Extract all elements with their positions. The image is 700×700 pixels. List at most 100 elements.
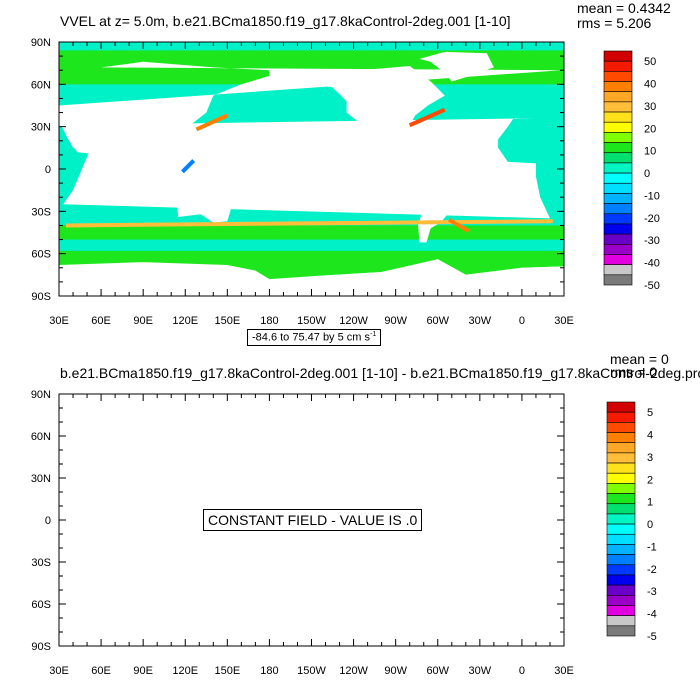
panel1-xlabel: 180 [260,315,278,327]
panel2-ylabel: 90S [31,641,51,653]
panel2-xlabel: 120W [339,665,368,677]
panel2-xlabel: 0 [519,665,525,677]
panel2-colorbar [606,401,636,637]
panel1-colorbar-swatch [603,101,633,113]
panel1-mean: mean = 0.4342 [577,0,671,16]
panel1-ylabel: 90S [31,291,51,303]
panel2-xlabel: 30W [469,665,492,677]
panel1-xlabel: 60E [91,315,111,327]
agulhas-current [65,219,553,228]
panel1-xlabel: 150W [297,315,326,327]
panel1-xlabel: 30E [49,315,69,327]
panel2-colorbar-label: -5 [647,631,657,643]
panel1-colorbar [603,50,633,286]
kuroshio-current [195,113,229,132]
panel1-colorbar-swatch [603,264,633,276]
panel1-colorbar-label: -50 [644,280,660,292]
panel1-range-label: -84.6 to 75.47 by 5 cm s-1 [247,329,382,346]
panel2-xlabel: 120E [172,665,198,677]
panel2-colorbar-swatch [606,411,636,423]
panel2-mean: mean = 0 [610,351,669,367]
panel2-xlabel: 30E [49,665,69,677]
panel2-xlabel: 30E [554,665,574,677]
panel2-rms: rms = 0 [610,364,658,380]
greenland-landmass [419,51,494,82]
panel2-ylabel: 0 [45,515,51,527]
panel2-colorbar-swatch [606,625,636,637]
panel1-range-unit: -1 [370,331,377,338]
panel2-colorbar-swatch [606,533,636,545]
panel1-xlabel: 60W [426,315,449,327]
panel2-ylabel: 30S [31,557,51,569]
north-america-landmass [286,66,445,158]
panel2-colorbar-label: 3 [647,452,653,464]
brazil-current [447,218,470,233]
panel2-xlabel: 90W [384,665,407,677]
panel2-colorbar-label: -2 [647,564,657,576]
panel1-title: VVEL at z= 5.0m, b.e21.BCma1850.f19_g17.… [60,13,511,29]
panel1-colorbar-label: 30 [644,101,656,113]
panel2-colorbar-label: -4 [647,609,657,621]
panel1-colorbar-swatch [603,132,633,143]
panel1-colorbar-label: -10 [644,190,660,202]
panel2-colorbar-swatch [606,483,636,494]
africa-landmass [61,118,551,219]
panel1-colorbar-swatch [603,254,633,265]
panel2-colorbar-swatch [606,544,636,555]
panel1-colorbar-label: -20 [644,213,660,225]
panel2-ylabel: 30N [31,473,51,485]
panel1-range-text: -84.6 to 75.47 by 5 cm s [252,331,371,344]
panel2-title: b.e21.BCma1850.f19_g17.8kaControl-2deg.0… [60,365,700,381]
panel2-colorbar-label: 0 [647,519,653,531]
panel1-colorbar-label: -40 [644,258,660,270]
panel1-colorbar-swatch [603,203,633,215]
panel2-colorbar-swatch [606,605,636,616]
panel2-colorbar-label: -1 [647,541,657,553]
southern-midlat-band [59,225,564,240]
panel2-ylabel: 60S [31,599,51,611]
panel2-colorbar-swatch [606,595,636,606]
panel1-colorbar-swatch [603,162,633,174]
panel1-xlabel: 120E [172,315,198,327]
panel2-colorbar-swatch [606,523,636,535]
panel1-map [59,42,564,296]
panel2-colorbar-swatch [606,584,636,596]
panel1-ylabel: 30N [31,122,51,134]
panel1-colorbar-swatch [603,193,633,204]
panel1-colorbar-swatch [603,142,633,154]
panel1-ylabel: 90N [31,37,51,49]
south-america-landmass [408,153,473,243]
panel1-colorbar-label: 10 [644,146,656,158]
panel1-colorbar-swatch [603,152,633,164]
panel2-colorbar-swatch [606,574,636,586]
panel2-xlabel: 150W [297,665,326,677]
panel1-colorbar-label: -30 [644,235,660,247]
australia-landmass [176,184,232,223]
panel1-colorbar-label: 50 [644,56,656,68]
panel1-colorbar-swatch [603,60,633,72]
panel2-colorbar-swatch [606,452,636,464]
panel2-xlabel: 90E [133,665,153,677]
panel2-xlabel: 60E [91,665,111,677]
panel1-ylabel: 0 [45,164,51,176]
panel2-xlabel: 180 [260,665,278,677]
panel1-colorbar-swatch [603,50,633,62]
panel2-colorbar-swatch [606,513,636,525]
panel1-colorbar-swatch [603,91,633,103]
panel2-colorbar-swatch [606,432,636,443]
panel1-colorbar-swatch [603,81,633,92]
panel2-colorbar-swatch [606,564,636,576]
panel2-colorbar-label: 2 [647,474,653,486]
panel2-colorbar-label: -3 [647,586,657,598]
panel1-colorbar-swatch [603,244,633,255]
indonesia-landmass [150,160,200,182]
panel1-colorbar-swatch [603,121,633,133]
panel1-colorbar-swatch [603,223,633,235]
panel1-colorbar-swatch [603,274,633,286]
panel1-ylabel: 30S [31,206,51,218]
panel2-colorbar-label: 4 [647,430,653,442]
panel2-colorbar-swatch [606,442,636,454]
panel1-xlabel: 30W [469,315,492,327]
panel2-colorbar-swatch [606,462,636,474]
panel1-xlabel: 90E [133,315,153,327]
